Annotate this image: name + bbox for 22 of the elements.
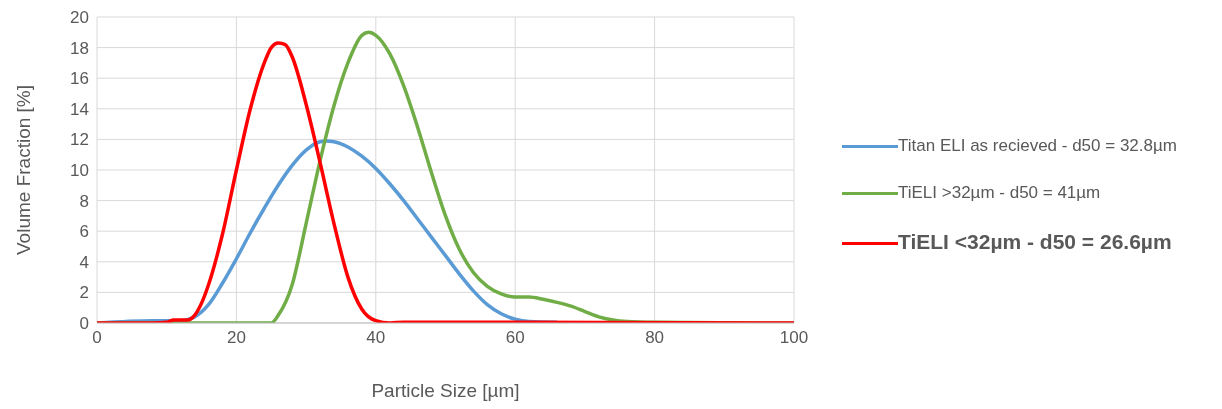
x-tick-label: 100 <box>779 328 809 348</box>
y-tick-label: 2 <box>79 283 89 303</box>
y-tick-label: 20 <box>70 8 89 28</box>
y-tick-label: 10 <box>70 161 89 181</box>
x-tick-label: 40 <box>366 328 386 348</box>
y-axis-title: Volume Fraction [%] <box>12 84 34 256</box>
x-tick-label: 80 <box>645 328 665 348</box>
legend-label: Titan ELI as recieved - d50 = 32.8µm <box>898 134 1178 156</box>
x-tick-label: 60 <box>505 328 525 348</box>
legend-label: TiELI <32µm - d50 = 26.6µm <box>898 229 1173 256</box>
y-tick-label: 8 <box>79 191 89 211</box>
x-axis-title: Particle Size [µm] <box>371 380 520 401</box>
y-tick-label: 4 <box>79 252 89 272</box>
y-tick-label: 0 <box>79 314 89 334</box>
x-tick-label: 20 <box>226 328 246 348</box>
y-tick-label: 14 <box>70 99 89 119</box>
y-tick-label: 6 <box>79 222 89 242</box>
y-tick-label: 18 <box>70 38 89 58</box>
y-tick-label: 16 <box>70 69 89 89</box>
y-tick-label: 12 <box>70 130 89 150</box>
legend-label: TiELI >32µm - d50 = 41µm <box>898 181 1102 204</box>
x-tick-label: 0 <box>92 328 102 348</box>
